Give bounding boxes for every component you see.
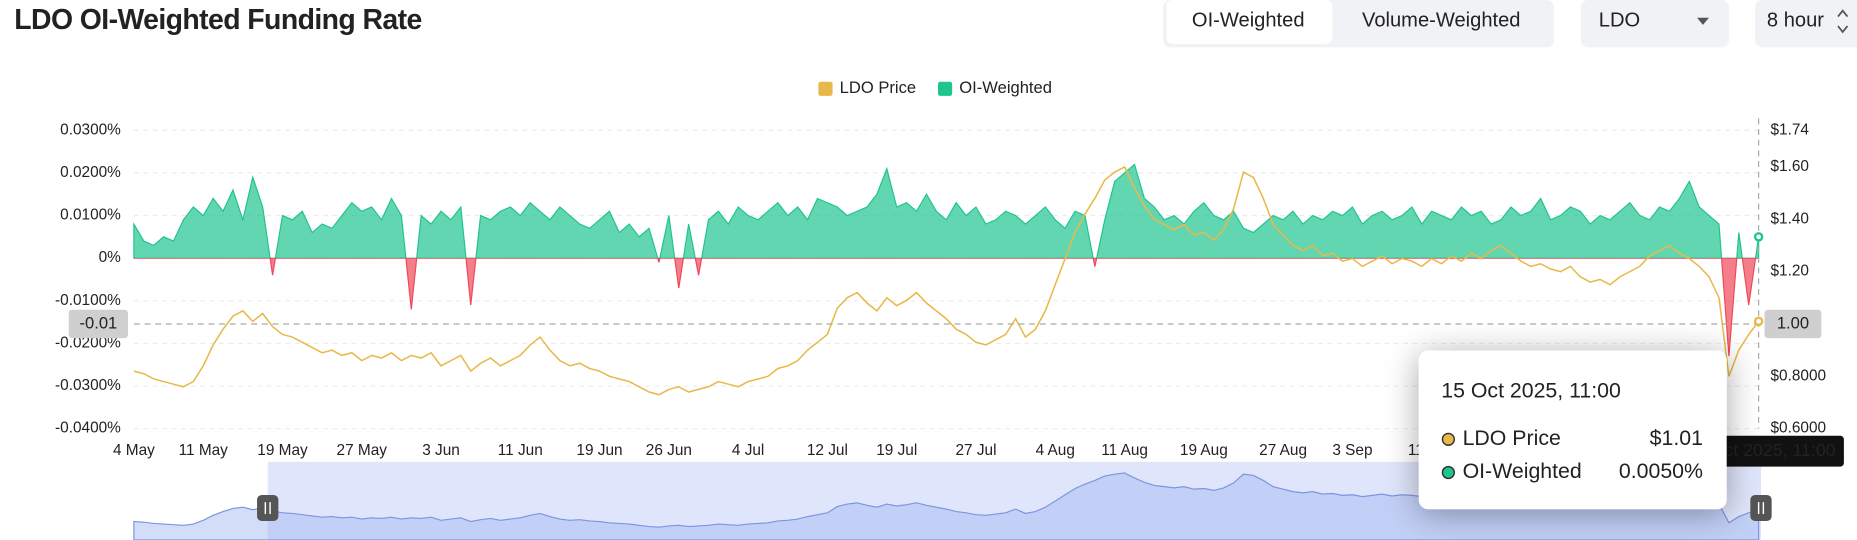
x-tick-label: 19 Aug: [1180, 442, 1228, 459]
y2-tick-label: $1.40: [1770, 210, 1808, 227]
x-tick-label: 26 Jun: [646, 442, 692, 459]
hover-dot: [1753, 232, 1764, 242]
x-tick-label: 11 May: [179, 442, 229, 459]
spinner: [1837, 9, 1849, 34]
x-tick-label: 27 May: [337, 442, 388, 459]
y2-tick-label: $0.8000: [1770, 367, 1826, 384]
toggle-oi[interactable]: OI-Weighted: [1192, 10, 1305, 32]
asset-label: LDO: [1599, 10, 1640, 32]
x-tick-label: 19 May: [257, 442, 308, 459]
x-tick-label: 4 May: [113, 442, 155, 459]
tooltip-name: OI-Weighted: [1463, 459, 1582, 483]
handle-grip: [264, 502, 271, 514]
y2-tick-label: $0.6000: [1770, 420, 1826, 437]
x-tick-label: 27 Jul: [955, 442, 996, 459]
toggle-active[interactable]: [1166, 0, 1333, 44]
crosshair-y-box: [68, 309, 128, 339]
y-tick-label: -0.0200%: [55, 334, 121, 351]
plot: -0.0400% -0.0300% -0.0200% -0.0100% 0% 0.0100…: [55, 78, 1844, 540]
toggle-volume[interactable]: Volume-Weighted: [1362, 10, 1520, 32]
hover-dot: [1753, 316, 1764, 327]
tooltip-value: 0.0050%: [1619, 459, 1703, 483]
x-tick-label: 27 Aug: [1259, 442, 1307, 459]
y-tick-label: 0%: [99, 249, 122, 266]
tooltip-value: $1.01: [1650, 426, 1703, 450]
x-tick-label: 19 Jun: [576, 442, 622, 459]
y2-tick-label: $1.60: [1770, 158, 1808, 175]
interval-label: 8 hour: [1767, 10, 1824, 32]
y-tick-label: 0.0300%: [60, 121, 121, 138]
x-tick-label: 3 Sep: [1332, 442, 1372, 459]
legend-label: LDO Price: [840, 78, 916, 97]
funding-area: [133, 163, 1760, 357]
interval-dropdown[interactable]: [1755, 0, 1857, 48]
y-tick-label: -0.0400%: [55, 420, 121, 437]
x-tick-label: 11 Jun: [498, 442, 543, 459]
y-tick-label: -0.0100%: [55, 292, 121, 309]
x-tick-label: 12 Jul: [807, 442, 848, 459]
crosshair-y-label: -0.01: [79, 313, 117, 332]
navigator-handle[interactable]: [1750, 495, 1772, 522]
y-tick-label: 0.0100%: [60, 207, 121, 224]
x-tick-label: 3 Jun: [422, 442, 460, 459]
x-tick-label: 11 Aug: [1101, 442, 1148, 459]
y2-tick-label: $1.74: [1770, 121, 1809, 138]
navigator-handle[interactable]: [257, 495, 279, 522]
y-tick-label: 0.0200%: [60, 164, 121, 181]
caret: [1697, 17, 1709, 25]
y2-tick-label: $1.20: [1770, 263, 1808, 280]
tooltip: [1418, 350, 1727, 510]
price-line: [133, 165, 1760, 396]
crosshair-y2-label: 1.00: [1777, 313, 1809, 332]
y-tick-label: -0.0300%: [55, 377, 121, 394]
handle-grip: [1757, 502, 1765, 514]
tooltip-name: LDO Price: [1463, 426, 1561, 450]
page-title: LDO OI-Weighted Funding Rate: [14, 4, 421, 36]
tooltip-dot: [1441, 432, 1455, 446]
asset-dropdown[interactable]: [1581, 0, 1730, 48]
tooltip-dot: [1441, 465, 1455, 480]
crosshair-y2-box: [1764, 309, 1822, 339]
tooltip-title: 15 Oct 2025, 11:00: [1441, 379, 1621, 403]
legend-swatch: [818, 81, 833, 96]
x-tick-label: 4 Aug: [1036, 442, 1075, 459]
x-tick-label: 4 Jul: [732, 442, 764, 459]
x-tick-label: 19 Jul: [876, 442, 917, 459]
legend-swatch: [937, 81, 953, 96]
legend-label: OI-Weighted: [959, 78, 1052, 97]
